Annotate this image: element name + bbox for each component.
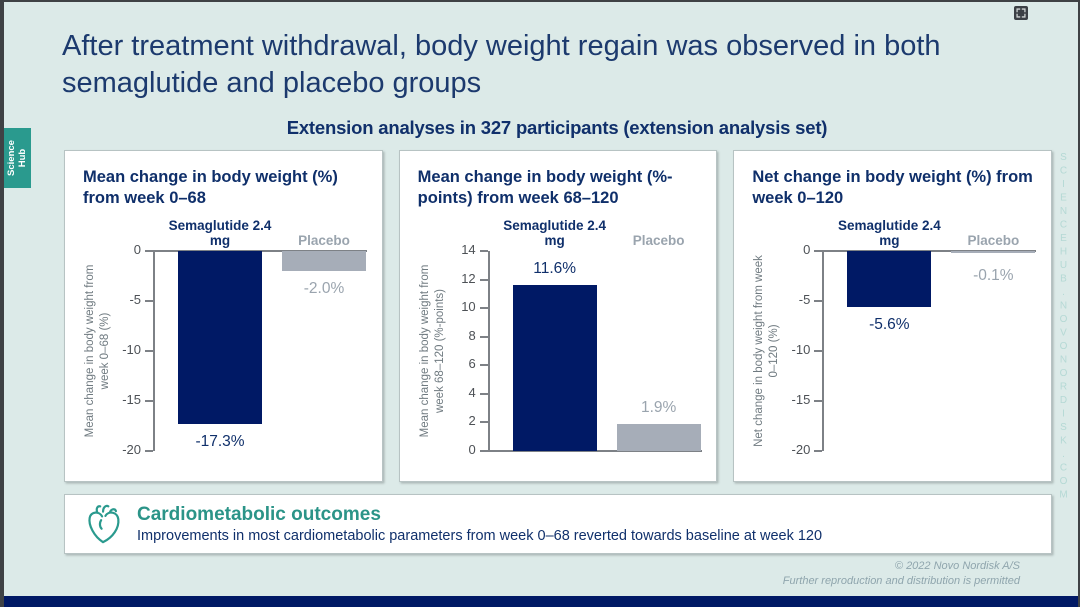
y-tick-label: 4 — [468, 384, 476, 400]
chart-panel: Net change in body weight (%) from week … — [733, 150, 1053, 482]
copyright-line: © 2022 Novo Nordisk A/S — [894, 560, 1020, 572]
y-tick-mark — [479, 250, 488, 252]
y-tick-label: -10 — [122, 342, 141, 357]
y-tick-label: -15 — [122, 392, 141, 407]
y-tick-mark — [479, 392, 488, 395]
fullscreen-button[interactable] — [1014, 6, 1028, 20]
science-hub-tab[interactable]: Science Hub — [4, 128, 31, 188]
y-tick-label: 2 — [468, 413, 476, 429]
y-tick-mark — [479, 335, 488, 338]
chart-plot: Mean change in body weight from week 68–… — [418, 242, 702, 457]
y-tick-mark — [145, 350, 153, 352]
chart-title: Mean change in body weight (%) from week… — [83, 168, 338, 208]
y-tick-mark — [145, 250, 153, 252]
y-tick-mark — [814, 350, 823, 352]
bar-placebo — [951, 251, 1036, 253]
y-tick-label: 6 — [468, 356, 476, 372]
bar-placebo — [282, 251, 366, 271]
chart-title: Mean change in body weight (%-points) fr… — [417, 168, 673, 208]
bar-value-label: -0.1% — [973, 267, 1014, 284]
vertical-site-url: SCIENCEHUB.NOVONORDISK.COM — [1058, 152, 1069, 503]
series-label-placebo: Placebo — [298, 233, 350, 249]
bar-value-label: -5.6% — [869, 316, 910, 333]
bottom-brand-bar — [4, 596, 1078, 607]
y-tick-mark — [814, 300, 823, 302]
series-label-semaglutide: Semaglutide 2.4 mg — [168, 217, 272, 249]
permission-line: Further reproduction and distribution is… — [782, 574, 1020, 587]
y-tick-label: -10 — [791, 342, 811, 357]
y-tick-mark — [479, 421, 488, 424]
series-label-semaglutide: Semaglutide 2.4 mg — [837, 217, 941, 249]
fullscreen-expand-icon — [1016, 8, 1026, 18]
bar-value-label: 1.9% — [641, 398, 677, 416]
y-tick-label: 8 — [468, 327, 476, 343]
bar-value-label: -2.0% — [303, 280, 345, 297]
series-labels: Semaglutide 2.4 mg Placebo — [752, 215, 1035, 251]
y-tick-mark — [814, 250, 823, 252]
page-subtitle: Extension analyses in 327 participants (… — [286, 117, 828, 138]
y-tick-mark — [145, 400, 153, 402]
y-tick-label: -15 — [791, 392, 811, 407]
series-label-semaglutide: Semaglutide 2.4 mg — [503, 217, 607, 249]
y-tick-mark — [479, 450, 488, 452]
outcomes-title: Cardiometabolic outcomes — [137, 503, 381, 525]
y-axis-line — [487, 251, 490, 451]
bar-value-label: 11.6% — [533, 260, 577, 278]
y-tick-label: -5 — [798, 292, 811, 307]
chart-panel: Mean change in body weight (%-points) fr… — [398, 150, 718, 482]
y-tick-label: 0 — [133, 242, 141, 257]
y-tick-label: 14 — [461, 242, 476, 257]
y-tick-mark — [145, 300, 153, 302]
science-hub-tab-label: Science Hub — [5, 140, 28, 176]
chart-panel: Mean change in body weight (%) from week… — [64, 150, 383, 482]
bar-semaglutide — [512, 285, 597, 451]
y-axis-line — [822, 251, 825, 451]
series-labels: Semaglutide 2.4 mg Placebo — [83, 215, 366, 251]
bar-value-label: -17.3% — [195, 433, 245, 450]
chart-title: Net change in body weight (%) from week … — [752, 168, 1033, 208]
cardiometabolic-outcomes-panel: Cardiometabolic outcomes Improvements in… — [64, 494, 1052, 554]
bar-semaglutide — [847, 251, 932, 307]
chart-plot: Net change in body weight from week 0–12… — [752, 242, 1037, 457]
zero-baseline — [487, 450, 702, 452]
y-tick-label: 0 — [468, 442, 476, 457]
y-tick-mark — [479, 307, 488, 310]
y-axis-line — [153, 251, 155, 451]
y-tick-mark — [479, 364, 488, 367]
y-tick-mark — [145, 450, 153, 452]
bar-semaglutide — [178, 251, 262, 424]
y-tick-label: 0 — [803, 242, 811, 257]
y-tick-label: 12 — [461, 270, 476, 286]
y-tick-label: -5 — [129, 292, 141, 307]
series-labels: Semaglutide 2.4 mg Placebo — [418, 215, 701, 251]
series-label-placebo: Placebo — [632, 233, 685, 249]
charts-row: Mean change in body weight (%) from week… — [64, 150, 1053, 482]
page-title: After treatment withdrawal, body weight … — [62, 30, 941, 100]
y-tick-label: -20 — [122, 442, 141, 457]
y-tick-mark — [479, 278, 488, 281]
y-tick-label: -20 — [791, 442, 811, 457]
chart-plot: Mean change in body weight from week 0–6… — [83, 242, 367, 457]
footer-legal: © 2022 Novo Nordisk A/S Further reproduc… — [783, 559, 1020, 588]
y-tick-label: 10 — [461, 299, 476, 315]
y-tick-mark — [814, 450, 823, 452]
y-tick-mark — [814, 400, 823, 402]
outcomes-description: Improvements in most cardiometabolic par… — [137, 528, 823, 545]
series-label-placebo: Placebo — [967, 233, 1020, 249]
heart-outline-icon — [88, 504, 120, 544]
bar-placebo — [616, 423, 701, 451]
